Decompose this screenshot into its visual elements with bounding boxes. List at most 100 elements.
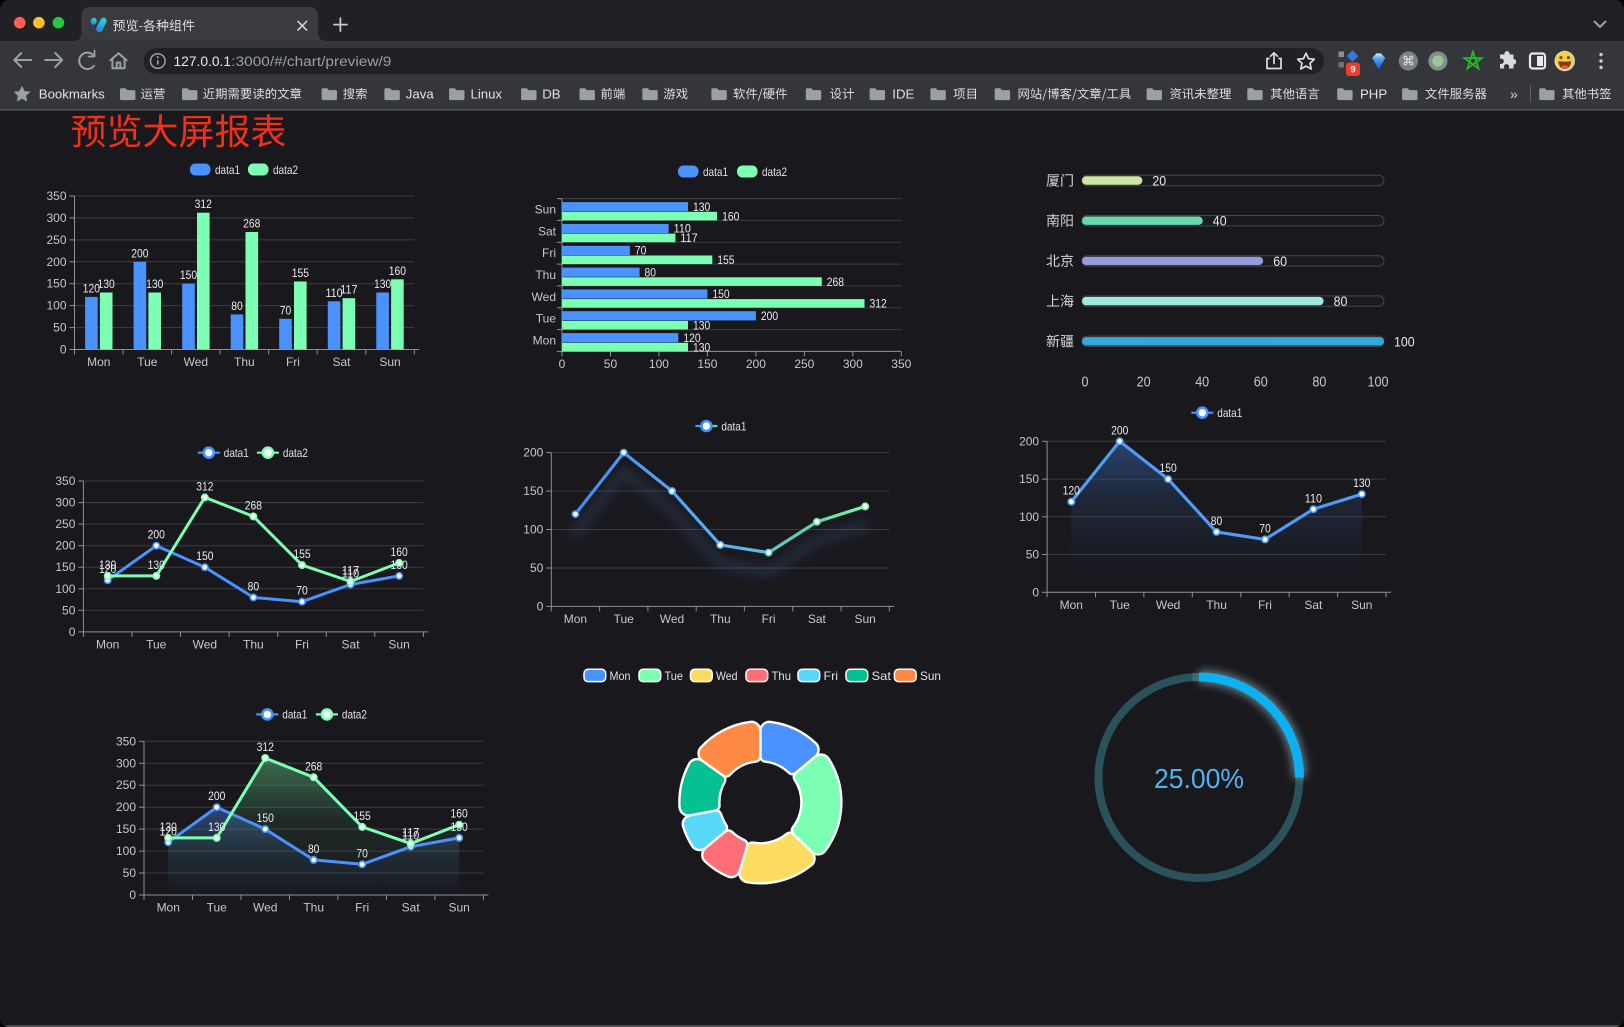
svg-text:312: 312 bbox=[195, 197, 213, 211]
svg-text:50: 50 bbox=[530, 561, 544, 575]
svg-text:9: 9 bbox=[1350, 65, 1355, 76]
svg-text:Fri: Fri bbox=[1258, 598, 1272, 612]
svg-text:Fri: Fri bbox=[295, 637, 309, 651]
svg-text:117: 117 bbox=[340, 283, 358, 297]
svg-text:Sun: Sun bbox=[854, 612, 875, 626]
svg-text:80: 80 bbox=[231, 299, 243, 313]
svg-text:200: 200 bbox=[131, 246, 149, 260]
svg-text:200: 200 bbox=[1111, 423, 1129, 437]
svg-text:110: 110 bbox=[674, 222, 692, 236]
svg-text:40: 40 bbox=[1195, 375, 1209, 391]
svg-text:Sat: Sat bbox=[332, 355, 351, 369]
svg-text:70: 70 bbox=[296, 584, 308, 598]
svg-text:50: 50 bbox=[62, 603, 76, 617]
svg-text:268: 268 bbox=[245, 498, 263, 512]
svg-text:130: 130 bbox=[1353, 476, 1371, 490]
svg-text:300: 300 bbox=[46, 211, 66, 225]
svg-text:110: 110 bbox=[342, 566, 360, 580]
svg-text:200: 200 bbox=[761, 309, 779, 323]
svg-text:130: 130 bbox=[693, 200, 711, 214]
svg-text:50: 50 bbox=[53, 321, 67, 335]
svg-text:data1: data1 bbox=[703, 165, 728, 179]
svg-text:200: 200 bbox=[148, 528, 166, 542]
svg-text:40: 40 bbox=[1213, 213, 1227, 229]
svg-text:Sat: Sat bbox=[342, 637, 361, 651]
svg-text:0: 0 bbox=[1082, 375, 1089, 391]
svg-text:100: 100 bbox=[1368, 375, 1389, 391]
svg-text:Sun: Sun bbox=[535, 203, 556, 217]
svg-text:Tue: Tue bbox=[665, 669, 684, 683]
svg-text:150: 150 bbox=[55, 560, 75, 574]
svg-text:80: 80 bbox=[308, 842, 320, 856]
svg-text:80: 80 bbox=[1211, 514, 1223, 528]
svg-text:312: 312 bbox=[869, 297, 887, 311]
svg-text:Thu: Thu bbox=[303, 901, 324, 915]
svg-text:60: 60 bbox=[1254, 375, 1268, 391]
svg-text:PHP: PHP bbox=[1360, 86, 1387, 101]
svg-text:130: 130 bbox=[148, 558, 166, 572]
svg-text:150: 150 bbox=[196, 549, 214, 563]
svg-text:Bookmarks: Bookmarks bbox=[39, 86, 105, 101]
svg-text:100: 100 bbox=[1394, 333, 1415, 349]
svg-text:110: 110 bbox=[325, 286, 343, 300]
svg-text:0: 0 bbox=[559, 357, 566, 371]
svg-text:Fri: Fri bbox=[355, 901, 369, 915]
svg-text:Sat: Sat bbox=[538, 224, 557, 238]
svg-text:312: 312 bbox=[257, 740, 275, 754]
svg-text:0: 0 bbox=[129, 888, 136, 902]
svg-text:⌘: ⌘ bbox=[1402, 54, 1415, 69]
svg-text:200: 200 bbox=[46, 255, 66, 269]
svg-text:Fri: Fri bbox=[286, 355, 300, 369]
svg-text:150: 150 bbox=[180, 268, 198, 282]
svg-text:150: 150 bbox=[46, 277, 66, 291]
svg-text:Thu: Thu bbox=[243, 637, 264, 651]
svg-text:100: 100 bbox=[116, 844, 136, 858]
svg-text:250: 250 bbox=[46, 233, 66, 247]
svg-text:Sun: Sun bbox=[448, 901, 469, 915]
svg-text:70: 70 bbox=[1259, 521, 1271, 535]
svg-text:130: 130 bbox=[374, 277, 392, 291]
svg-text:155: 155 bbox=[354, 809, 372, 823]
svg-text:data2: data2 bbox=[342, 708, 367, 722]
svg-text:Wed: Wed bbox=[193, 637, 217, 651]
svg-text:20: 20 bbox=[1152, 173, 1166, 189]
svg-text:268: 268 bbox=[243, 216, 261, 230]
svg-text:Mon: Mon bbox=[564, 612, 587, 626]
svg-text:130: 130 bbox=[693, 318, 711, 332]
svg-text:Mon: Mon bbox=[1060, 598, 1083, 612]
svg-text:100: 100 bbox=[1019, 510, 1039, 524]
svg-text:110: 110 bbox=[1305, 491, 1323, 505]
svg-text:50: 50 bbox=[604, 357, 618, 371]
svg-text:155: 155 bbox=[292, 266, 310, 280]
svg-text:130: 130 bbox=[160, 820, 178, 834]
svg-text:160: 160 bbox=[451, 807, 469, 821]
svg-text:Tue: Tue bbox=[207, 901, 228, 915]
svg-text:Thu: Thu bbox=[772, 669, 792, 683]
svg-text:Wed: Wed bbox=[253, 901, 277, 915]
svg-text:data1: data1 bbox=[224, 446, 249, 460]
svg-text:110: 110 bbox=[402, 829, 420, 843]
svg-text:350: 350 bbox=[55, 474, 75, 488]
svg-text:300: 300 bbox=[55, 496, 75, 510]
svg-text:100: 100 bbox=[649, 357, 669, 371]
svg-text:100: 100 bbox=[55, 582, 75, 596]
svg-text:Thu: Thu bbox=[535, 268, 556, 282]
svg-text:150: 150 bbox=[697, 357, 717, 371]
svg-text:150: 150 bbox=[523, 484, 543, 498]
svg-text:Mon: Mon bbox=[533, 333, 556, 347]
svg-text:130: 130 bbox=[98, 277, 116, 291]
svg-text:200: 200 bbox=[55, 539, 75, 553]
svg-text:Mon: Mon bbox=[157, 901, 180, 915]
svg-text:200: 200 bbox=[116, 800, 136, 814]
svg-text:155: 155 bbox=[293, 547, 311, 561]
svg-text:20: 20 bbox=[1137, 375, 1151, 391]
svg-text:200: 200 bbox=[746, 357, 766, 371]
svg-text:350: 350 bbox=[116, 734, 136, 748]
svg-text:50: 50 bbox=[123, 866, 137, 880]
svg-text:120: 120 bbox=[683, 331, 701, 345]
svg-text:130: 130 bbox=[693, 340, 711, 354]
svg-text:80: 80 bbox=[248, 579, 260, 593]
svg-text:0: 0 bbox=[537, 599, 544, 613]
svg-text:Sat: Sat bbox=[872, 669, 892, 683]
svg-text:Wed: Wed bbox=[716, 669, 738, 683]
